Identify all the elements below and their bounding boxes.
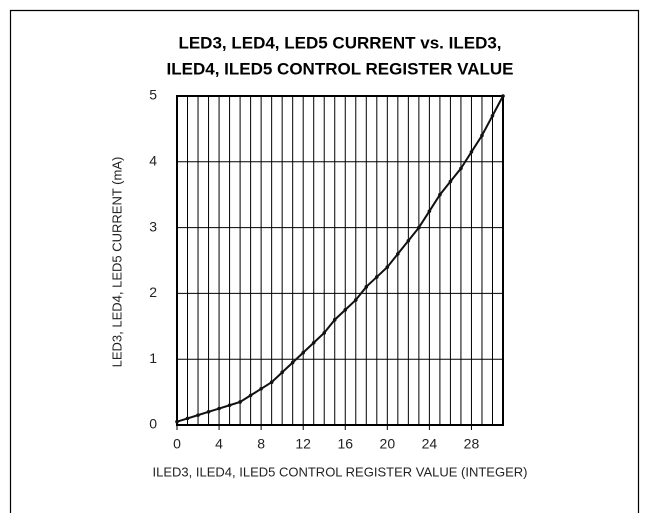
data-point bbox=[427, 209, 432, 213]
data-point bbox=[196, 413, 200, 417]
data-point bbox=[469, 150, 474, 154]
x-tick-label: 28 bbox=[464, 436, 480, 452]
data-point bbox=[417, 225, 421, 230]
x-tick-label: 24 bbox=[422, 436, 438, 452]
chart-title: LED3, LED4, LED5 CURRENT vs. ILED3, bbox=[178, 33, 501, 52]
y-tick-label: 4 bbox=[149, 153, 157, 169]
data-point bbox=[280, 370, 284, 375]
y-tick-label: 0 bbox=[149, 416, 157, 432]
data-point bbox=[490, 113, 495, 118]
data-point bbox=[459, 166, 463, 171]
data-point bbox=[269, 380, 274, 385]
y-axis-label: LED3, LED4, LED5 CURRENT (mA) bbox=[109, 157, 124, 368]
data-point bbox=[448, 179, 453, 184]
y-tick-label: 1 bbox=[149, 350, 157, 366]
data-point bbox=[353, 298, 358, 302]
data-point bbox=[501, 94, 505, 98]
x-tick-label: 12 bbox=[295, 436, 311, 452]
x-tick-label: 4 bbox=[215, 436, 223, 452]
data-point bbox=[185, 416, 190, 421]
y-tick-label: 2 bbox=[149, 284, 157, 300]
x-tick-label: 20 bbox=[380, 436, 396, 452]
data-point bbox=[343, 308, 348, 312]
data-point bbox=[480, 133, 484, 138]
data-line bbox=[176, 95, 504, 423]
data-point bbox=[227, 403, 232, 408]
data-point bbox=[217, 406, 221, 411]
y-tick-label: 3 bbox=[149, 218, 157, 234]
data-point bbox=[438, 192, 442, 197]
x-axis-label: ILED3, ILED4, ILED5 CONTROL REGISTER VAL… bbox=[153, 464, 528, 479]
frame bbox=[9, 9, 640, 513]
data-point bbox=[385, 265, 390, 269]
data-point bbox=[175, 419, 179, 424]
data-point bbox=[364, 285, 369, 289]
data-point bbox=[259, 387, 263, 391]
data-point bbox=[248, 393, 253, 398]
chart-title: ILED4, ILED5 CONTROL REGISTER VALUE bbox=[167, 59, 514, 78]
data-point bbox=[238, 400, 242, 404]
data-point bbox=[396, 252, 400, 256]
data-point bbox=[301, 350, 305, 355]
data-point bbox=[311, 340, 316, 345]
data-point bbox=[375, 275, 379, 279]
data-point bbox=[332, 317, 337, 322]
data-point bbox=[406, 238, 411, 243]
y-tick-label: 5 bbox=[149, 87, 157, 103]
x-tick-label: 0 bbox=[173, 436, 181, 452]
data-point bbox=[290, 360, 295, 365]
x-tick-label: 16 bbox=[337, 436, 353, 452]
plot-border bbox=[176, 95, 504, 426]
data-point bbox=[322, 331, 327, 335]
data-point bbox=[206, 410, 211, 414]
x-tick-label: 8 bbox=[257, 436, 265, 452]
